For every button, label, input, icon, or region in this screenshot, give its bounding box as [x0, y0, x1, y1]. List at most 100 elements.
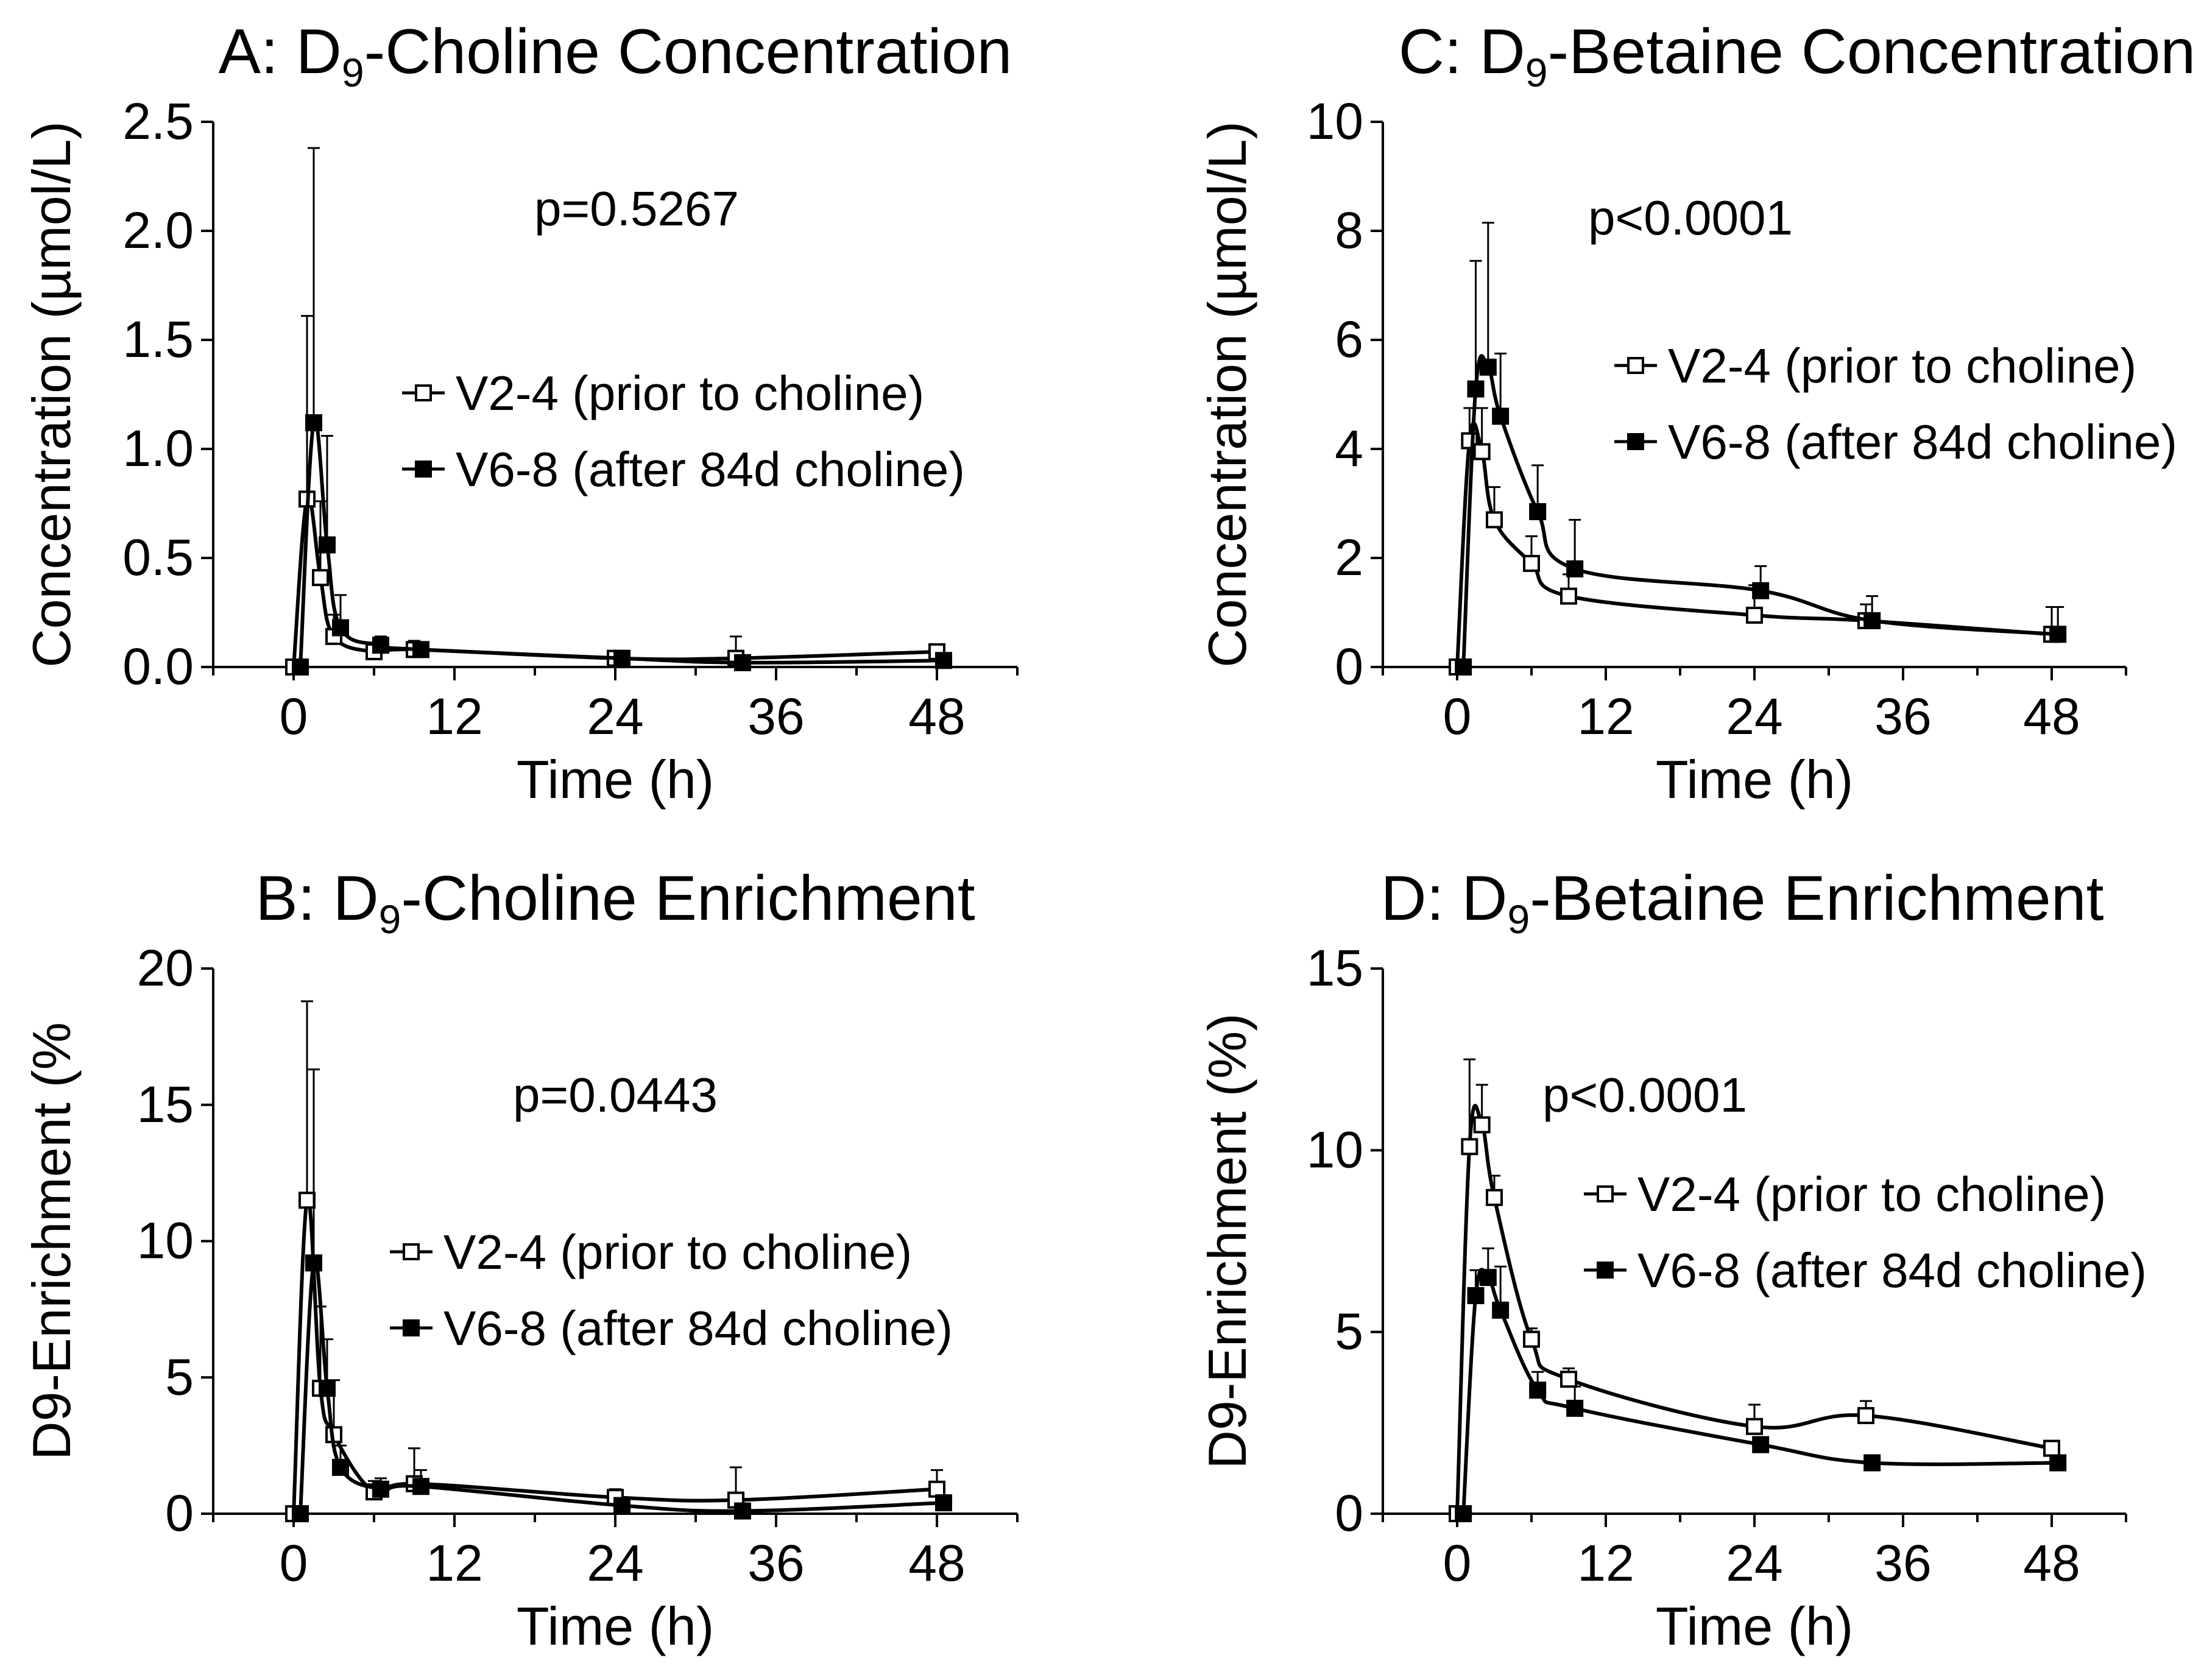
chart-title-prefix: B: D [255, 863, 378, 934]
x-tick-label: 36 [747, 688, 804, 745]
y-tick-label: 1.0 [122, 420, 194, 477]
x-axis-label: Time (h) [517, 1596, 714, 1656]
x-tick-label: 48 [908, 688, 965, 745]
data-point [1752, 1436, 1770, 1453]
x-tick-label: 48 [2023, 1534, 2080, 1592]
data-point [1492, 1301, 1510, 1319]
data-point [1455, 1505, 1472, 1522]
legend-label: V6-8 (after 84d choline) [456, 442, 965, 496]
x-tick-label: 0 [280, 688, 308, 745]
y-tick-label: 2 [1335, 529, 1363, 586]
x-axis-label: Time (h) [517, 749, 714, 810]
chart-title: D: D9-Betaine Enrichment [1381, 863, 2104, 942]
chart-title-suffix: -Choline Concentration [364, 16, 1012, 87]
chart-panel-b: B: D9-Choline Enrichment 0 5 10 15 20 0 12 24 36 4… [21, 863, 1019, 1656]
x-tick-label: 36 [747, 1534, 804, 1592]
y-axis-label: D9-Enrichment (%) [1197, 1013, 1257, 1469]
y-tick-label: 0 [165, 1484, 194, 1542]
data-point [2043, 1439, 2060, 1457]
y-tick-label: 0.5 [122, 529, 194, 586]
y-tick-label: 1.5 [122, 311, 194, 368]
y-tick-label: 0.0 [122, 638, 194, 695]
data-point [298, 1191, 316, 1209]
p-value-annotation: p=0.5267 [534, 182, 739, 236]
chart-title-suffix: -Choline Enrichment [401, 863, 975, 934]
data-point [1486, 1188, 1503, 1206]
x-tick-label: 24 [1726, 1534, 1782, 1592]
chart-title-subscript: 9 [1508, 897, 1530, 942]
data-point [1560, 1371, 1577, 1388]
y-tick-label: 6 [1335, 311, 1363, 368]
y-tick-label: 10 [1307, 1121, 1363, 1178]
data-point [2049, 1454, 2067, 1472]
data-point [305, 414, 322, 432]
x-tick-label: 0 [1443, 688, 1472, 745]
data-point [1492, 408, 1510, 425]
x-tick-label: 0 [280, 1534, 308, 1592]
x-tick-label: 48 [908, 1534, 965, 1592]
data-point [1746, 1417, 1763, 1435]
data-point [319, 536, 336, 554]
y-tick-label: 10 [1307, 93, 1363, 150]
y-tick-label: 5 [165, 1348, 194, 1405]
data-point [1479, 1269, 1497, 1286]
chart-title-prefix: A: D [219, 16, 342, 87]
data-point [412, 641, 429, 658]
legend-label: V2-4 (prior to choline) [1668, 339, 2136, 393]
x-tick-label: 48 [2023, 688, 2080, 745]
legend-label: V2-4 (prior to choline) [1637, 1167, 2106, 1221]
legend-marker-open [1597, 1185, 1614, 1202]
x-axis-label: Time (h) [1656, 749, 1853, 810]
data-point [319, 1380, 336, 1397]
y-axis-label: Concentration (µmol/L) [21, 121, 82, 668]
legend-marker-open [1627, 357, 1644, 374]
x-tick-label: 24 [587, 688, 643, 745]
data-point [312, 569, 329, 587]
y-tick-label: 0 [1335, 638, 1363, 695]
data-point [292, 658, 309, 676]
y-tick-label: 15 [137, 1076, 194, 1133]
x-tick-label: 12 [426, 688, 482, 745]
series-v2-4 [1449, 407, 2060, 676]
y-tick-label: 5 [1335, 1303, 1363, 1360]
legend-marker-filled [403, 1319, 420, 1336]
data-point [1566, 1399, 1584, 1417]
x-tick-label: 12 [426, 1534, 482, 1592]
data-point [935, 652, 952, 669]
data-point [1863, 612, 1881, 629]
legend-label: V6-8 (after 84d choline) [1668, 415, 2177, 469]
data-point [332, 619, 349, 637]
x-axis-label: Time (h) [1656, 1596, 1853, 1656]
data-point [1486, 511, 1503, 529]
x-tick-label: 36 [1874, 1534, 1931, 1592]
y-tick-label: 2.5 [122, 93, 194, 150]
chart-title-suffix: -Betaine Enrichment [1530, 863, 2103, 934]
data-point [1473, 443, 1491, 461]
series-v6-8 [1455, 222, 2067, 676]
legend-marker-open [403, 1243, 420, 1260]
x-tick-label: 0 [1443, 1534, 1472, 1592]
y-tick-label: 10 [137, 1212, 194, 1269]
data-point [1529, 1382, 1547, 1399]
data-point [1461, 1138, 1478, 1156]
chart-title-subscript: 9 [342, 50, 364, 95]
p-value-annotation: p=0.0443 [513, 1068, 718, 1122]
legend-label: V2-4 (prior to choline) [456, 366, 924, 420]
data-point [412, 1478, 429, 1495]
data-point [1467, 380, 1485, 398]
data-point [1746, 606, 1763, 624]
data-point [935, 1494, 952, 1512]
y-tick-label: 2.0 [122, 202, 194, 259]
data-point [305, 1254, 322, 1272]
data-point [1523, 1330, 1540, 1348]
y-tick-label: 0 [1335, 1484, 1363, 1542]
p-value-annotation: p<0.0001 [1542, 1068, 1747, 1122]
data-point [734, 654, 751, 671]
series-v6-8 [1455, 1247, 2067, 1522]
chart-title: C: D9-Betaine Concentration [1399, 16, 2195, 95]
data-point [1863, 1454, 1881, 1472]
chart-panel-a: A: D9-Choline Concentration 0.0 0.5 1.0 1.5 2… [21, 16, 1019, 810]
chart-panel-d: D: D9-Betaine Enrichment 0 5 10 15 0 12 24 36 48 T… [1197, 863, 2147, 1656]
data-point [372, 637, 389, 654]
